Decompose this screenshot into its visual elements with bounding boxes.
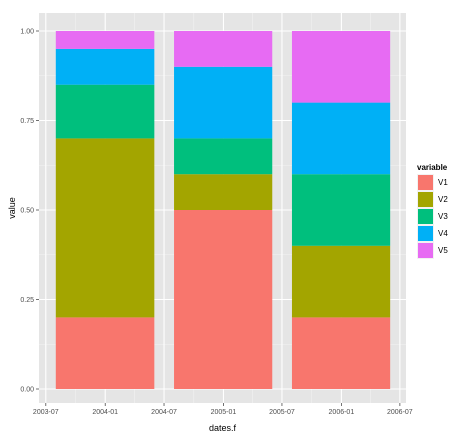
bar-segment-v3-3	[291, 174, 391, 246]
legend-swatch-v3	[418, 209, 433, 224]
legend-label-v4: V4	[438, 229, 448, 238]
legend-label-v2: V2	[438, 195, 448, 204]
y-tick-label: 0.75	[20, 118, 34, 125]
bar-segments	[55, 31, 391, 389]
legend-label-v3: V3	[438, 212, 448, 221]
y-tick-label: 0.50	[20, 208, 34, 215]
bar-segment-v4-2	[174, 66, 273, 139]
x-axis: 2003-07 2004-01 2004-07 2005-01 2005-07 2006-…	[33, 403, 413, 416]
bar-segment-v2-1	[55, 138, 155, 318]
y-tick-label: 1.00	[20, 29, 34, 36]
bar-segment-v4-1	[55, 48, 155, 85]
bar-segment-v3-2	[174, 138, 273, 175]
x-tick-label: 2005-07	[269, 409, 295, 416]
bar-segment-v1-3	[291, 317, 391, 389]
y-tick-label: 0.25	[20, 297, 34, 304]
bar-segment-v5-2	[174, 31, 273, 67]
bar-segment-v3-1	[55, 84, 155, 139]
x-axis-title: dates.f	[209, 423, 237, 433]
bar-segment-v1-2	[174, 210, 273, 389]
legend: variable V1 V2 V3 V4 V5	[417, 163, 448, 259]
bar-segment-v2-3	[291, 245, 391, 318]
y-axis: 0.00 0.25 0.50 0.75 1.00	[20, 29, 39, 394]
x-tick-label: 2006-01	[329, 409, 355, 416]
legend-swatch-v5	[418, 243, 433, 258]
x-tick-label: 2004-01	[92, 409, 118, 416]
x-tick-label: 2005-01	[211, 409, 237, 416]
legend-swatch-v4	[418, 226, 433, 241]
legend-label-v5: V5	[438, 246, 448, 255]
bar-segment-v5-1	[55, 31, 155, 49]
bar-segment-v2-2	[174, 174, 273, 210]
bar-segment-v1-1	[55, 317, 155, 389]
x-tick-label: 2004-07	[151, 409, 177, 416]
bar-segment-v5-3	[291, 31, 391, 103]
legend-title: variable	[417, 163, 448, 172]
bar-segment-v4-3	[291, 102, 391, 175]
x-tick-label: 2003-07	[33, 409, 59, 416]
legend-swatch-v1	[418, 175, 433, 190]
legend-swatch-v2	[418, 192, 433, 207]
y-tick-label: 0.00	[20, 387, 34, 394]
y-axis-title: value	[7, 197, 17, 219]
legend-label-v1: V1	[438, 178, 448, 187]
x-tick-label: 2006-07	[387, 409, 413, 416]
